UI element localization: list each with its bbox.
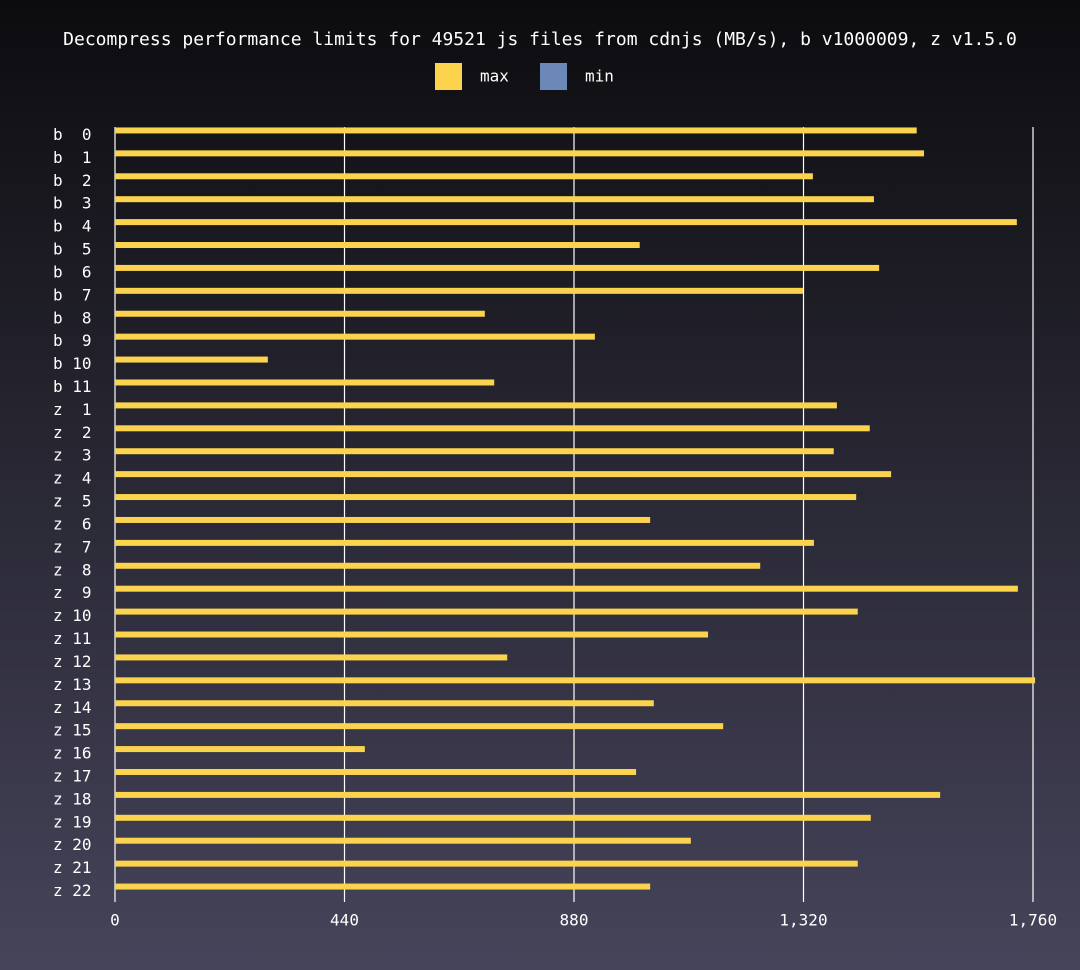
bar	[115, 791, 941, 798]
bar	[115, 173, 813, 180]
bar	[115, 837, 691, 844]
bar	[115, 585, 1018, 592]
bar	[115, 448, 834, 455]
y-tick-label: z 5	[53, 492, 92, 511]
y-tick-label: b 9	[53, 331, 92, 350]
bar	[115, 150, 924, 157]
y-tick-label: b 3	[53, 194, 92, 213]
bar	[115, 333, 595, 340]
y-tick-label: z 12	[53, 652, 92, 671]
bar	[115, 768, 637, 775]
y-tick-label: z 10	[53, 606, 92, 625]
y-tick-label: z 3	[53, 446, 92, 465]
y-tick-label: z 19	[53, 812, 92, 831]
bar	[115, 196, 874, 203]
y-tick-label: b 1	[53, 148, 92, 167]
legend-label: min	[585, 67, 614, 86]
y-tick-label: z 15	[53, 721, 92, 740]
bar	[115, 471, 892, 478]
bar	[115, 539, 814, 546]
bar	[115, 700, 654, 707]
y-tick-label: z 2	[53, 423, 92, 442]
y-tick-label: z 4	[53, 469, 92, 488]
y-tick-label: z 9	[53, 583, 92, 602]
x-tick-label: 1,320	[779, 911, 827, 930]
legend-swatch	[540, 63, 567, 90]
bar	[115, 402, 837, 409]
x-tick-label: 440	[330, 911, 359, 930]
y-tick-label: z 21	[53, 858, 92, 877]
bar	[115, 631, 709, 638]
y-tick-label: z 16	[53, 744, 92, 763]
bar	[115, 883, 651, 890]
bar	[115, 723, 724, 730]
y-tick-label: b 4	[53, 217, 92, 236]
chart-title: Decompress performance limits for 49521 …	[63, 29, 1017, 50]
y-tick-label: z 7	[53, 537, 92, 556]
bar	[115, 264, 880, 271]
bar	[115, 677, 1036, 684]
y-tick-label: z 20	[53, 835, 92, 854]
y-tick-label: z 22	[53, 881, 92, 900]
y-tick-label: b 8	[53, 308, 92, 327]
y-tick-label: z 8	[53, 560, 92, 579]
legend-label: max	[480, 67, 509, 86]
y-tick-label: b 10	[53, 354, 92, 373]
x-tick-label: 1,760	[1009, 911, 1057, 930]
bar	[115, 516, 651, 523]
bar	[115, 746, 365, 753]
bar	[115, 562, 761, 569]
bar	[115, 379, 495, 386]
y-tick-label: b 2	[53, 171, 92, 190]
y-tick-label: z 18	[53, 789, 92, 808]
bar	[115, 287, 803, 294]
y-tick-label: b 0	[53, 125, 92, 144]
y-tick-label: b 11	[53, 377, 92, 396]
y-tick-label: z 13	[53, 675, 92, 694]
y-tick-label: z 14	[53, 698, 92, 717]
y-tick-label: z 17	[53, 766, 92, 785]
bar	[115, 425, 870, 432]
y-tick-label: z 6	[53, 514, 92, 533]
bar	[115, 356, 268, 363]
bar	[115, 608, 858, 615]
x-tick-label: 0	[110, 911, 120, 930]
legend-swatch	[435, 63, 462, 90]
y-tick-label: b 7	[53, 285, 92, 304]
y-tick-label: b 6	[53, 262, 92, 281]
bar	[115, 654, 508, 661]
bar	[115, 219, 1017, 226]
bar	[115, 860, 858, 867]
y-tick-label: z 1	[53, 400, 92, 419]
bar	[115, 814, 871, 821]
bar	[115, 494, 857, 501]
y-tick-label: z 11	[53, 629, 92, 648]
x-tick-label: 880	[560, 911, 589, 930]
bar	[115, 242, 640, 249]
y-tick-label: b 5	[53, 240, 92, 259]
bar	[115, 310, 485, 317]
bar	[115, 127, 917, 134]
